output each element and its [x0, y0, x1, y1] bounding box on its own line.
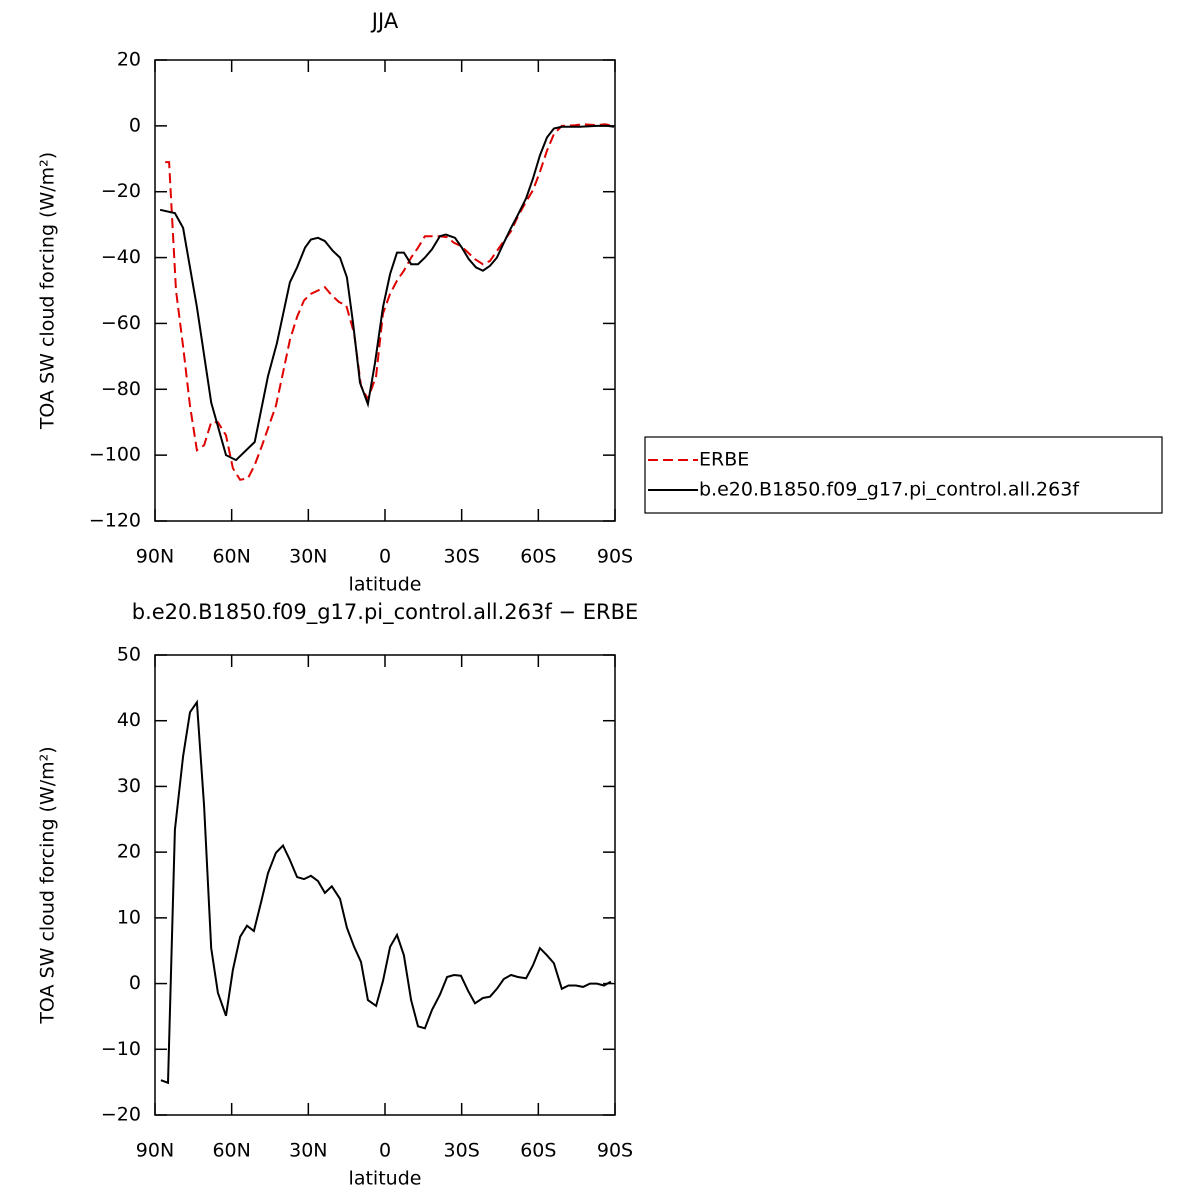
y-axis-label: TOA SW cloud forcing (W/m²) [37, 746, 59, 1024]
x-tick-label: 0 [379, 1140, 391, 1162]
y-tick-label: −80 [101, 378, 141, 400]
y-tick-label: −40 [101, 246, 141, 268]
x-tick-label: 90S [597, 546, 633, 568]
y-tick-label: 0 [129, 972, 141, 994]
y-tick-label: −10 [101, 1038, 141, 1060]
x-tick-label: 90N [136, 546, 174, 568]
y-tick-label: 50 [117, 644, 141, 666]
y-tick-label: −20 [101, 1104, 141, 1126]
chart-title: b.e20.B1850.f09_g17.pi_control.all.263f … [132, 600, 639, 625]
x-tick-label: 0 [379, 546, 391, 568]
x-tick-label: 60N [212, 546, 250, 568]
y-tick-label: 20 [117, 49, 141, 71]
legend-label: ERBE [699, 449, 749, 471]
plot-frame [154, 654, 616, 1116]
x-tick-label: 90S [597, 1140, 633, 1162]
x-tick-label: 30N [289, 546, 327, 568]
y-tick-label: −20 [101, 180, 141, 202]
data-line [159, 124, 615, 462]
legend-box [644, 436, 1163, 514]
x-axis-label: latitude [349, 574, 422, 596]
x-tick-label: 30N [289, 1140, 327, 1162]
y-tick-label: −60 [101, 312, 141, 334]
x-tick-label: 30S [444, 1140, 480, 1162]
x-tick-label: 60S [520, 1140, 556, 1162]
data-line [160, 699, 612, 1085]
chart-title: JJA [370, 9, 399, 33]
x-tick-label: 30S [444, 546, 480, 568]
x-tick-label: 60N [212, 1140, 250, 1162]
plot-frame [154, 59, 616, 522]
legend-label: b.e20.B1850.f09_g17.pi_control.all.263f [699, 479, 1080, 501]
y-tick-label: 0 [129, 114, 141, 136]
x-axis-label: latitude [349, 1168, 422, 1190]
y-axis-label: TOA SW cloud forcing (W/m²) [37, 152, 59, 430]
y-tick-label: 30 [117, 775, 141, 797]
data-line [165, 123, 615, 481]
y-tick-label: 20 [117, 841, 141, 863]
y-tick-label: −100 [89, 444, 141, 466]
x-tick-label: 90N [136, 1140, 174, 1162]
y-tick-label: 10 [117, 906, 141, 928]
x-tick-label: 60S [520, 546, 556, 568]
y-tick-label: 40 [117, 709, 141, 731]
y-tick-label: −120 [89, 510, 141, 532]
